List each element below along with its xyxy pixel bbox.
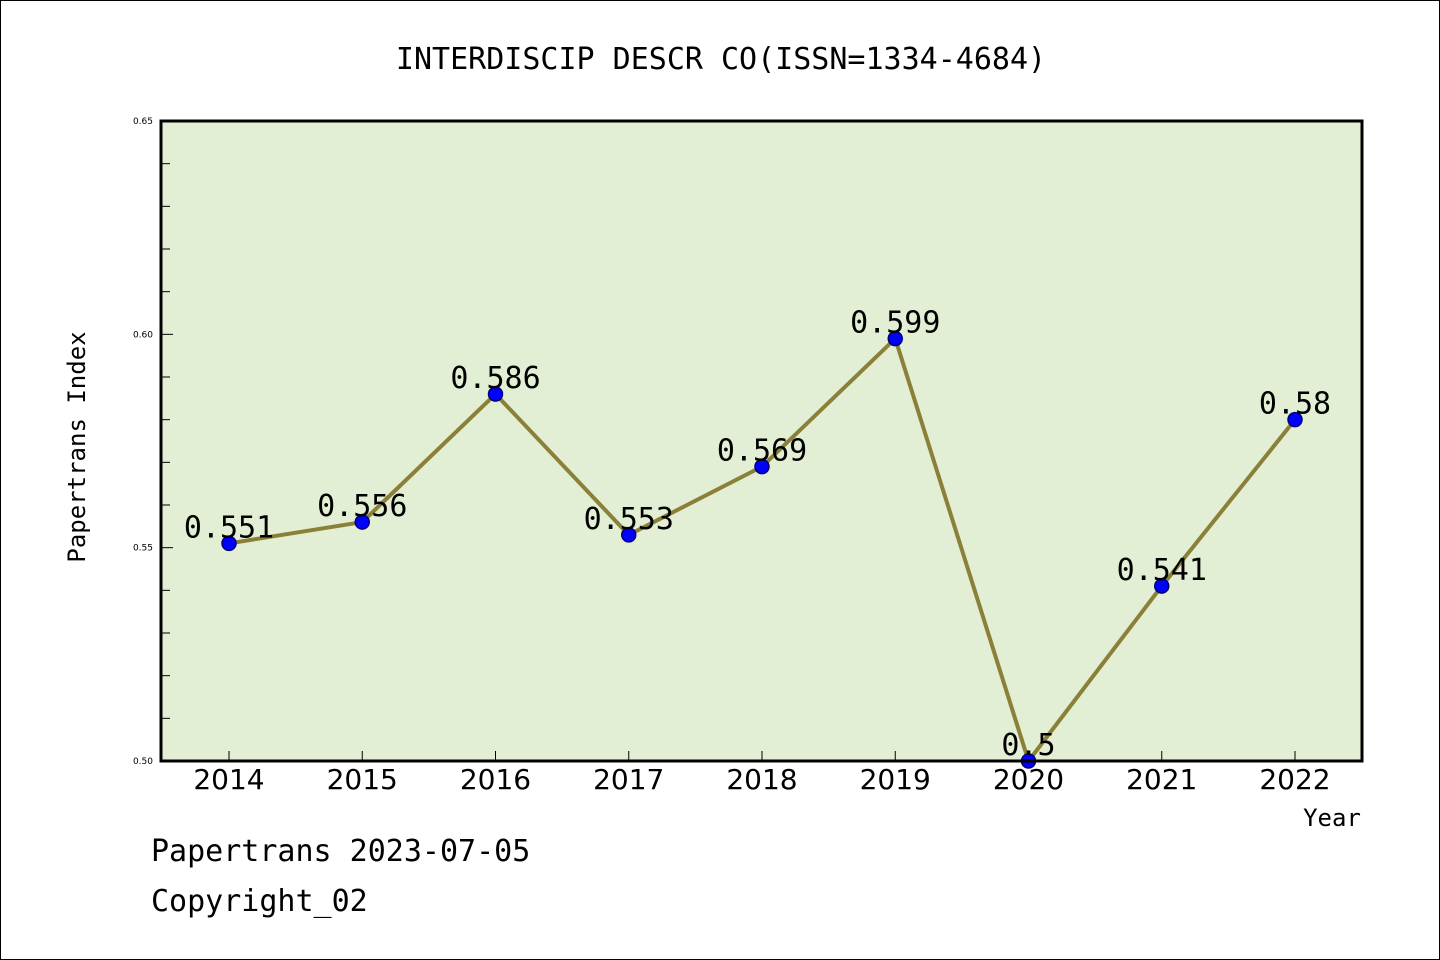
data-label-2014: 0.551 xyxy=(184,510,274,545)
footer-copyright: Copyright_02 xyxy=(151,884,368,919)
x-tick-label: 2017 xyxy=(593,763,664,796)
data-label-2020: 0.5 xyxy=(1001,728,1055,763)
y-tick-label: 0.60 xyxy=(133,330,153,340)
x-axis-label: Year xyxy=(1303,804,1361,832)
data-label-2015: 0.556 xyxy=(317,489,407,524)
data-point-2019 xyxy=(887,330,903,347)
plot-frame xyxy=(159,119,1364,763)
x-tick-label: 2016 xyxy=(460,763,531,796)
chart-title: INTERDISCIP DESCR CO(ISSN=1334-4684) xyxy=(396,42,1046,77)
x-tick-label: 2021 xyxy=(1126,763,1197,796)
plot-area xyxy=(161,121,1362,761)
data-label-2017: 0.553 xyxy=(584,502,674,537)
x-axis-ticks: 2014 2015 2016 2017 2018 2019 2020 2021 2022 xyxy=(193,751,1331,796)
data-labels: 0.551 0.556 0.586 0.553 0.569 0.599 0.5 0.541 0.… xyxy=(184,306,1331,763)
data-label-2021: 0.541 xyxy=(1117,553,1207,588)
data-point-2022 xyxy=(1287,411,1303,428)
data-label-2016: 0.586 xyxy=(450,361,540,396)
data-point-2018 xyxy=(754,458,770,475)
data-point-2014 xyxy=(221,535,237,552)
data-label-2018: 0.569 xyxy=(717,434,807,469)
y-tick-label: 0.50 xyxy=(133,757,153,767)
data-label-2022: 0.58 xyxy=(1259,387,1331,422)
data-point-2016 xyxy=(487,386,504,402)
footer-date-line: Papertrans 2023-07-05 xyxy=(151,834,531,869)
x-tick-label: 2014 xyxy=(193,763,264,796)
data-point-2021 xyxy=(1154,578,1170,594)
x-tick-label: 2018 xyxy=(726,763,797,796)
x-tick-label: 2022 xyxy=(1259,763,1330,796)
y-tick-label: 0.55 xyxy=(133,544,153,554)
data-point-2017 xyxy=(621,527,637,543)
x-tick-label: 2019 xyxy=(860,763,931,796)
data-markers xyxy=(221,330,1303,769)
y-axis-label: Papertrans Index xyxy=(63,331,91,562)
y-tick-label: 0.65 xyxy=(133,117,153,127)
data-label-2019: 0.599 xyxy=(850,306,940,341)
x-tick-label: 2015 xyxy=(327,763,398,796)
data-point-2015 xyxy=(354,514,370,530)
